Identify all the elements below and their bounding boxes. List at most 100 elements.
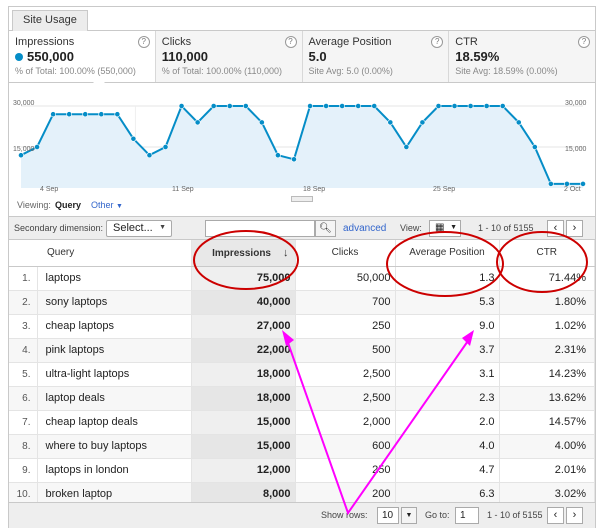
data-point[interactable] <box>387 119 394 126</box>
chevron-down-icon[interactable]: ▼ <box>401 507 417 524</box>
data-point[interactable] <box>515 119 522 126</box>
data-point[interactable] <box>564 181 570 187</box>
metric-impressions[interactable]: Impressions 550,000 % of Total: 100.00% … <box>9 31 156 83</box>
data-point[interactable] <box>355 103 362 109</box>
viewing-query-tab[interactable]: Query <box>55 200 82 210</box>
data-point[interactable] <box>531 144 538 150</box>
prev-page-button[interactable]: ‹ <box>547 220 564 237</box>
average-position-cell: 3.1 <box>395 362 500 387</box>
data-point[interactable] <box>18 152 24 159</box>
help-icon[interactable]: ? <box>578 36 590 48</box>
query-cell[interactable]: ultra-light laptops <box>37 362 192 387</box>
view-selector[interactable]: ▦ ▼ <box>429 220 461 237</box>
query-cell[interactable]: pink laptops <box>37 338 192 363</box>
data-point[interactable] <box>130 135 137 142</box>
data-point[interactable] <box>323 103 329 109</box>
table-controls: Secondary dimension: Select... ▼ 🔍︎ advan… <box>9 216 595 240</box>
table-row[interactable]: 3. cheap laptops 27,000 250 9.0 1.02% <box>9 314 595 339</box>
series-area <box>21 106 583 188</box>
table-row[interactable]: 7. cheap laptop deals 15,000 2,000 2.0 14.57% <box>9 410 595 435</box>
table-row[interactable]: 5. ultra-light laptops 18,000 2,500 3.1 14.23… <box>9 362 595 387</box>
data-point[interactable] <box>210 103 217 109</box>
secondary-dimension-select[interactable]: Select... ▼ <box>106 220 172 237</box>
help-icon[interactable]: ? <box>137 36 150 48</box>
data-point[interactable] <box>226 103 233 109</box>
metric-ctr[interactable]: CTR 18.59% Site Avg: 18.59% (0.00%) ? <box>449 31 595 82</box>
query-cell[interactable]: laptops in london <box>37 458 192 483</box>
metric-average-position[interactable]: Average Position 5.0 Site Avg: 5.0 (0.00… <box>302 31 450 82</box>
data-point[interactable] <box>467 103 474 109</box>
ctr-cell: 14.23% <box>499 362 595 387</box>
goto-input[interactable]: 1 <box>455 507 479 524</box>
metric-subtext: Site Avg: 5.0 (0.00%) <box>308 66 393 76</box>
table-row[interactable]: 8. where to buy laptops 15,000 600 4.0 4.00% <box>9 434 595 459</box>
data-point[interactable] <box>403 144 410 150</box>
table-row[interactable]: 9. laptops in london 12,000 250 4.7 2.01% <box>9 458 595 483</box>
chart-resize-handle[interactable] <box>291 196 313 202</box>
query-cell[interactable]: sony laptops <box>37 290 192 315</box>
help-icon[interactable]: ? <box>431 36 444 48</box>
data-point[interactable] <box>162 144 169 150</box>
data-point[interactable] <box>275 152 281 159</box>
data-point[interactable] <box>98 111 105 118</box>
clicks-cell: 2,500 <box>295 386 396 411</box>
data-point[interactable] <box>307 103 313 109</box>
next-page-button[interactable]: › <box>566 220 583 237</box>
data-point[interactable] <box>82 111 89 118</box>
data-point[interactable] <box>435 103 442 109</box>
chevron-down-icon: ▼ <box>450 224 457 231</box>
ctr-cell: 14.57% <box>499 410 595 435</box>
search-button[interactable]: 🔍︎ <box>315 220 336 237</box>
data-point[interactable] <box>451 103 458 109</box>
query-cell[interactable]: cheap laptops <box>37 314 192 339</box>
data-point[interactable] <box>547 181 554 187</box>
row-number: 7. <box>9 410 38 435</box>
prev-page-button[interactable]: ‹ <box>547 507 564 524</box>
query-cell[interactable]: laptops <box>37 266 192 291</box>
data-point[interactable] <box>371 103 378 109</box>
data-point[interactable] <box>114 111 121 118</box>
y-tick-label-right-mid: 15,000 <box>565 146 587 153</box>
viewing-other-dropdown[interactable]: Other ▼ <box>91 200 123 210</box>
data-point[interactable] <box>483 103 490 109</box>
column-header-impressions[interactable]: Impressions ↓ <box>191 240 296 267</box>
search-input[interactable] <box>205 220 315 237</box>
metric-clicks[interactable]: Clicks 110,000 % of Total: 100.00% (110,… <box>155 31 303 82</box>
table-row[interactable]: 2. sony laptops 40,000 700 5.3 1.80% <box>9 290 595 315</box>
advanced-link[interactable]: advanced <box>343 223 387 234</box>
table-row[interactable]: 4. pink laptops 22,000 500 3.7 2.31% <box>9 338 595 363</box>
data-point[interactable] <box>178 103 185 109</box>
next-page-button[interactable]: › <box>566 507 583 524</box>
metric-value: 110,000 <box>161 49 209 64</box>
ctr-cell: 71.44% <box>499 266 595 291</box>
average-position-cell: 4.0 <box>395 434 500 459</box>
rows-per-page-select[interactable]: 10 <box>377 507 399 524</box>
query-cell[interactable]: cheap laptop deals <box>37 410 192 435</box>
column-header-query[interactable]: Query <box>9 240 192 267</box>
table-row[interactable]: 1. laptops 75,000 50,000 1.3 71.44% <box>9 266 595 291</box>
help-icon[interactable]: ? <box>284 36 297 48</box>
data-point[interactable] <box>146 152 153 159</box>
data-point[interactable] <box>419 119 426 126</box>
data-point[interactable] <box>194 119 201 126</box>
column-header-clicks[interactable]: Clicks <box>295 240 396 267</box>
data-point[interactable] <box>291 156 297 163</box>
data-point[interactable] <box>258 119 265 126</box>
impressions-cell: 18,000 <box>191 362 296 387</box>
data-point[interactable] <box>50 111 57 118</box>
column-header-average-position[interactable]: Average Position <box>395 240 500 267</box>
viewing-other-label: Other <box>91 200 114 210</box>
x-tick-label: 4 Sep <box>40 186 59 193</box>
data-point[interactable] <box>66 111 73 118</box>
query-cell[interactable]: where to buy laptops <box>37 434 192 459</box>
column-header-ctr[interactable]: CTR <box>499 240 595 267</box>
data-point[interactable] <box>580 181 586 187</box>
data-point[interactable] <box>34 144 40 150</box>
data-point[interactable] <box>339 103 346 109</box>
grid-icon: ▦ <box>435 222 445 233</box>
table-row[interactable]: 6. laptop deals 18,000 2,500 2.3 13.62% <box>9 386 595 411</box>
data-point[interactable] <box>499 103 506 109</box>
query-cell[interactable]: laptop deals <box>37 386 192 411</box>
tab-site-usage[interactable]: Site Usage <box>12 10 88 31</box>
data-point[interactable] <box>242 103 249 109</box>
